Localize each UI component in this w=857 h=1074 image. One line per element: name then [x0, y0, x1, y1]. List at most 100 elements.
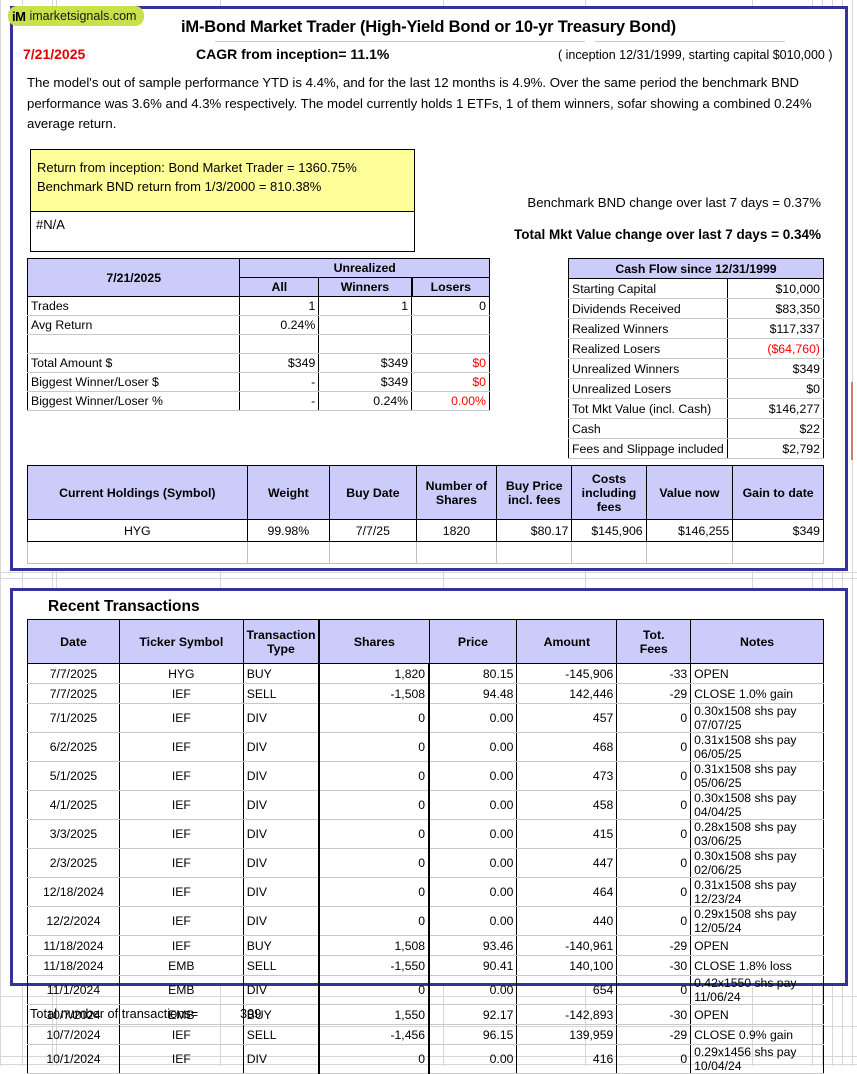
trans-cell-ticker: IEF [118, 1024, 244, 1045]
holdings-cell-shares: 1820 [415, 519, 498, 542]
cash-flow-value: $2,792 [727, 438, 824, 459]
trans-cell-price: 0.00 [428, 848, 518, 878]
cell-all: $349 [239, 353, 320, 373]
holdings-cell-value-now: $146,255 [645, 519, 734, 542]
trans-cell-amount: -145,906 [516, 663, 618, 684]
holdings-cell-gain: $349 [732, 519, 824, 542]
table-row: Unrealized Losers $0 [567, 378, 824, 399]
current-holdings-table: Current Holdings (Symbol) Weight Buy Date N… [27, 465, 824, 564]
row-label: Avg Return [26, 315, 241, 335]
holdings-cell-symbol [27, 541, 248, 564]
trans-cell-amount: 415 [516, 819, 618, 849]
table-row: 7/7/2025 IEF SELL -1,508 94.48 142,446 -29 CLOS… [27, 683, 824, 704]
holdings-col-symbol: Current Holdings (Symbol) [27, 465, 248, 520]
trans-cell-date: 12/18/2024 [27, 877, 120, 907]
cash-flow-label: Dividends Received [567, 298, 729, 319]
trans-cell-type: DIV [242, 877, 320, 907]
holdings-col-weight: Weight [246, 465, 331, 520]
cash-flow-label: Fees and Slippage included [567, 438, 729, 459]
trans-cell-amount: -140,961 [516, 935, 618, 956]
trans-cell-fees: -30 [616, 1004, 692, 1025]
cell-winners: 1 [318, 296, 413, 316]
unrealized-table: 7/21/2025 Unrealized All Winners Losers Trade… [26, 258, 490, 411]
trans-cell-type: DIV [242, 819, 320, 849]
trans-cell-ticker: IEF [118, 877, 244, 907]
table-row: 11/18/2024 IEF BUY 1,508 93.46 -140,961 -29 OPE… [27, 935, 824, 956]
trans-cell-amount: 458 [516, 790, 618, 820]
cash-flow-label: Realized Winners [567, 318, 729, 339]
trans-col-date: Date [27, 619, 120, 664]
trans-cell-shares: 1,508 [318, 935, 431, 956]
trans-cell-amount: 440 [516, 906, 618, 936]
cell-all: 1 [239, 296, 320, 316]
trans-cell-notes: 0.31x1508 shs pay 05/06/25 [690, 761, 824, 791]
title-underline-right [595, 41, 785, 42]
trans-cell-notes: 0.31x1508 shs pay 12/23/24 [690, 877, 824, 907]
trans-cell-ticker: IEF [118, 935, 244, 956]
benchmark-7day-change: Benchmark BND change over last 7 days = … [527, 195, 821, 210]
trans-cell-ticker: IEF [118, 819, 244, 849]
unrealized-group-header: Unrealized [239, 258, 490, 278]
trans-cell-type: SELL [242, 683, 320, 704]
trans-cell-fees: 0 [616, 848, 692, 878]
trans-cell-type: DIV [242, 848, 320, 878]
table-row: 4/1/2025 IEF DIV 0 0.00 458 0 0.30x1508 shs pay… [27, 790, 824, 820]
trans-cell-price: 0.00 [428, 790, 518, 820]
cell-all: 0.24% [239, 315, 320, 335]
trans-cell-fees: -29 [616, 935, 692, 956]
transactions-table: Date Ticker Symbol Transaction Type Shares Pr… [27, 619, 824, 1074]
cash-flow-value: $146,277 [727, 398, 824, 419]
trans-cell-price: 0.00 [428, 732, 518, 762]
table-row: 10/7/2024 EMB BUY 1,550 92.17 -142,893 -30 OPEN [27, 1004, 824, 1025]
trans-cell-shares: 0 [318, 1044, 431, 1074]
cash-flow-label: Unrealized Winners [567, 358, 729, 379]
holdings-col-buy-price: Buy Price incl. fees [496, 465, 573, 520]
trans-cell-notes: OPEN [690, 663, 824, 684]
row-label: Trades [26, 296, 241, 316]
table-row: Starting Capital $10,000 [567, 278, 824, 299]
holdings-cell-costs [571, 541, 647, 564]
trans-cell-notes: OPEN [690, 1004, 824, 1025]
holdings-col-gain: Gain to date [732, 465, 824, 520]
trans-cell-ticker: IEF [118, 761, 244, 791]
trans-cell-fees: -33 [616, 663, 692, 684]
trans-cell-amount: 473 [516, 761, 618, 791]
cash-flow-value: ($64,760) [727, 338, 824, 359]
trans-cell-price: 0.00 [428, 819, 518, 849]
trans-cell-price: 93.46 [428, 935, 518, 956]
table-row: 6/2/2025 IEF DIV 0 0.00 468 0 0.31x1508 shs pay… [27, 732, 824, 762]
cash-flow-label: Cash [567, 418, 729, 439]
trans-cell-shares: 0 [318, 732, 431, 762]
trans-col-price: Price [428, 619, 518, 664]
col-winners: Winners [318, 277, 413, 297]
na-box: #N/A [30, 212, 415, 252]
trans-cell-date: 6/2/2025 [27, 732, 120, 762]
cash-flow-value: $0 [727, 378, 824, 399]
trans-cell-ticker: IEF [118, 848, 244, 878]
trans-cell-shares: -1,550 [318, 955, 431, 976]
trans-cell-fees: 0 [616, 877, 692, 907]
trans-cell-date: 10/7/2024 [27, 1024, 120, 1045]
table-row: Biggest Winner/Loser % -0.24% 0.00% [26, 391, 490, 411]
trans-col-fees: Tot. Fees [616, 619, 692, 664]
performance-paragraph: The model's out of sample performance YT… [27, 75, 812, 131]
right-edge-marker [851, 382, 853, 460]
unrealized-corner-date: 7/21/2025 [26, 258, 241, 297]
trans-cell-type: DIV [242, 1044, 320, 1074]
trans-cell-price: 92.17 [428, 1004, 518, 1025]
trans-cell-date: 2/3/2025 [27, 848, 120, 878]
trans-cell-shares: 1,820 [318, 663, 431, 684]
cell-winners: $349 [318, 372, 413, 392]
holdings-cell-value-now [645, 541, 734, 564]
cell-losers: $0 [411, 372, 490, 392]
trans-cell-ticker: IEF [118, 732, 244, 762]
trans-cell-amount: -142,893 [516, 1004, 618, 1025]
cash-flow-header-row: Cash Flow since 12/31/1999 [568, 258, 824, 279]
cell-all [239, 334, 320, 354]
cell-losers: 0 [411, 296, 490, 316]
row-label: Biggest Winner/Loser $ [26, 372, 241, 392]
trans-cell-ticker: IEF [118, 906, 244, 936]
table-row: Unrealized Winners $349 [567, 358, 824, 379]
cell-winners: $349 [318, 353, 413, 373]
total-transactions-value: 399 [240, 1006, 262, 1021]
